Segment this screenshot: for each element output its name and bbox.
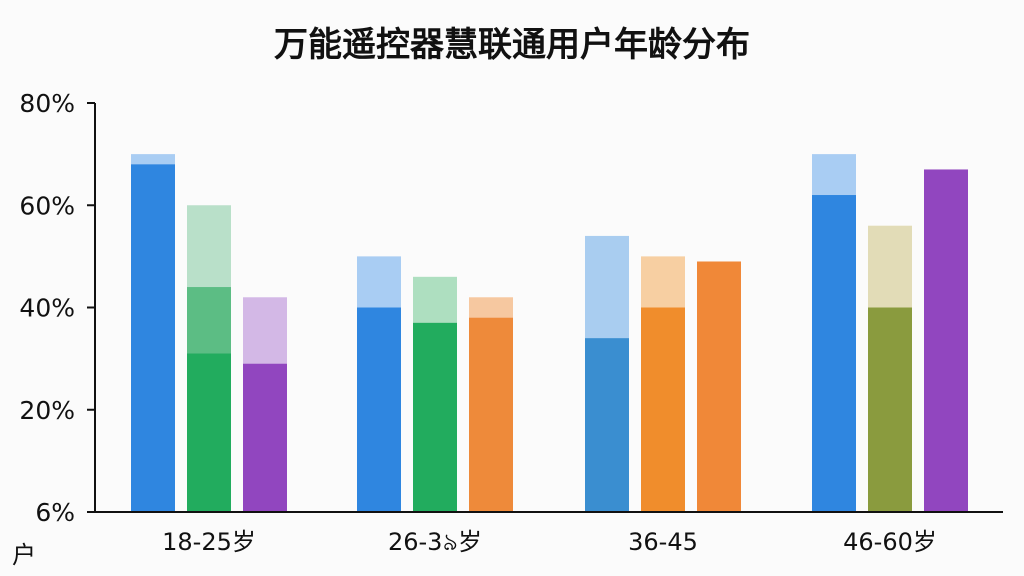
y-tick-label: 80% <box>19 89 75 118</box>
bar <box>413 322 457 512</box>
x-tick-label: 36-45 <box>628 528 698 556</box>
y-tick-label: 20% <box>19 396 75 425</box>
bar <box>868 307 912 512</box>
bar-group <box>585 235 741 513</box>
y-tick-label: 60% <box>19 191 75 220</box>
bar <box>243 363 287 512</box>
x-tick-label: 46-60岁 <box>843 528 937 556</box>
bar <box>585 338 629 512</box>
chart-title: 万能遥控器慧联通用户年龄分布 <box>274 25 750 65</box>
corner-label: 户 <box>12 541 36 569</box>
bar <box>187 353 231 512</box>
bar <box>697 261 741 512</box>
bar-group <box>812 154 968 512</box>
x-axis-ticks: 18-25岁 26-3৯岁 36-45 46-60岁 <box>162 528 937 556</box>
bar-group <box>131 154 287 512</box>
bar-groups <box>131 154 968 513</box>
x-tick-label: 18-25岁 <box>162 528 256 556</box>
bar <box>812 195 856 512</box>
bar <box>131 164 175 512</box>
bar-group <box>357 256 513 512</box>
x-tick-label: 26-3৯岁 <box>388 528 482 556</box>
y-axis-ticks: 6% 20% 40% 60% 80% <box>19 89 95 527</box>
bar <box>357 307 401 512</box>
y-tick-label: 40% <box>19 294 75 323</box>
bar <box>641 307 685 512</box>
bar <box>469 317 513 512</box>
y-tick-label: 6% <box>35 498 75 527</box>
bar <box>924 169 968 512</box>
